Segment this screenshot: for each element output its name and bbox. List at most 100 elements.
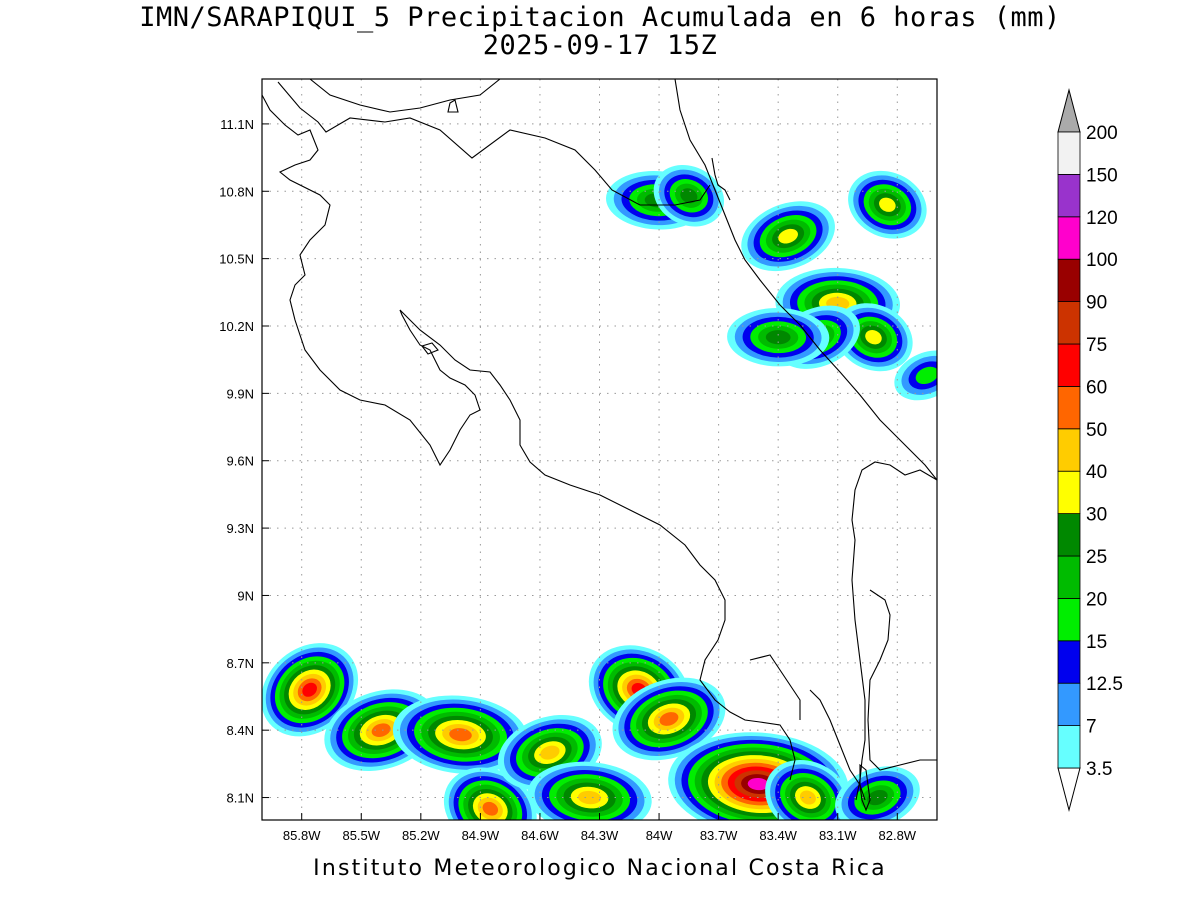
lat-tick-label: 8.1N (227, 791, 254, 806)
lon-tick-label: 84W (646, 828, 673, 843)
lat-tick-label: 9N (237, 588, 254, 603)
cell-osa-west-2 (612, 677, 726, 761)
precip-contour (659, 712, 679, 726)
lon-tick-label: 82.8W (879, 828, 917, 843)
colorbar-top-arrow (1057, 88, 1081, 133)
osa-peninsula (749, 654, 801, 720)
colorbar-swatch (1057, 640, 1081, 684)
cell-tortuguero (741, 201, 835, 272)
cell-pacific-south-3 (527, 761, 652, 820)
map-title: IMN/SARAPIQUI_5 Precipitacion Acumulada … (0, 4, 1200, 60)
colorbar-label: 3.5 (1086, 759, 1112, 780)
lat-tick-label: 8.7N (227, 656, 254, 671)
precip-contour (865, 330, 882, 345)
colorbar-label: 75 (1086, 335, 1107, 356)
precip-contour (371, 723, 391, 737)
colorbar-swatch (1057, 682, 1081, 727)
cell-golfo-dulce (765, 759, 851, 820)
lake-nicaragua-shore (309, 79, 501, 113)
panama-border (851, 461, 937, 801)
lat-tick-label: 9.6N (227, 454, 254, 469)
precip-contour (799, 790, 816, 805)
caribbean-coast (674, 79, 937, 481)
precip-field (262, 165, 937, 820)
precip-contour (747, 777, 769, 791)
precip-contour (915, 366, 937, 385)
precip-contour (540, 745, 560, 760)
small-island-north (447, 99, 459, 113)
colorbar-label: 7 (1086, 717, 1097, 738)
colorbar-bottom-arrow (1057, 767, 1081, 812)
lat-tick-label: 8.4N (227, 723, 254, 738)
colorbar-label: 100 (1086, 250, 1118, 271)
colorbar-swatch (1057, 343, 1081, 387)
lat-tick-label: 9.3N (227, 521, 254, 536)
lat-tick-label: 9.9N (227, 386, 254, 401)
colorbar-swatch (1057, 470, 1081, 515)
cell-caribbean-north-2 (653, 165, 725, 227)
precip-contour (578, 790, 602, 805)
cell-caribbean-edge (894, 350, 937, 401)
colorbar-swatch (1057, 428, 1081, 472)
colorbar-label: 20 (1086, 589, 1107, 610)
lat-tick-label: 10.8N (219, 184, 254, 199)
cell-nicoya-offshore-2 (392, 695, 529, 774)
panama-pacific-coast (867, 589, 937, 771)
san-juan-river-mouth (711, 157, 731, 201)
lat-tick-label: 10.2N (219, 319, 254, 334)
credit-text: Instituto Meteorologico Nacional Costa R… (313, 856, 887, 881)
precip-contour (778, 228, 798, 244)
precip-contour (302, 682, 317, 697)
precip-contour (482, 801, 499, 816)
colorbar-label: 60 (1086, 377, 1107, 398)
lon-tick-label: 83.7W (700, 828, 738, 843)
lon-tick-label: 84.6W (521, 828, 559, 843)
colorbar-label: 50 (1086, 420, 1107, 441)
nicaragua-pacific-coast (262, 94, 481, 467)
precip-contour (680, 188, 698, 204)
colorbar-swatch (1057, 301, 1081, 345)
precip-contour (879, 197, 896, 212)
axis-ticks: 85.8W 85.5W 85.2W 84.9W 84.6W 84.3W 84W 83.7W 83… (219, 117, 917, 843)
colorbar-swatch (1057, 598, 1081, 642)
cell-guanacaste-sw (262, 643, 359, 737)
colorbar-label: 15 (1086, 632, 1107, 653)
lon-tick-label: 83.4W (759, 828, 797, 843)
colorbar-swatch (1057, 385, 1081, 430)
colorbar-label: 40 (1086, 462, 1107, 483)
grid-lines (262, 79, 937, 820)
lon-tick-label: 85.5W (342, 828, 380, 843)
colorbar-swatch (1057, 173, 1081, 218)
colorbar-label: 90 (1086, 293, 1107, 314)
colorbar-swatch (1057, 258, 1081, 303)
colorbar-label: 25 (1086, 547, 1107, 568)
colorbar-swatch (1057, 513, 1081, 557)
colorbar-label: 12.5 (1086, 674, 1123, 695)
colorbar: 3.5 7 12.5 15 20 25 30 40 50 60 75 90 100 120 150 200 (1057, 88, 1123, 812)
lon-tick-label: 85.8W (283, 828, 321, 843)
colorbar-swatch (1057, 555, 1081, 599)
burica-peninsula (859, 763, 871, 812)
lon-tick-label: 84.9W (462, 828, 500, 843)
nicaragua-border (277, 81, 711, 206)
cell-caribbean-east (848, 170, 927, 239)
colorbar-label: 150 (1086, 165, 1118, 186)
colorbar-label: 200 (1086, 123, 1118, 144)
title-line-1: IMN/SARAPIQUI_5 Precipitacion Acumulada … (139, 2, 1061, 33)
precip-contour (765, 330, 791, 345)
chira-island (421, 342, 439, 355)
lat-tick-label: 11.1N (220, 117, 254, 132)
cell-pacific-south-1 (443, 767, 537, 820)
colorbar-swatch (1057, 216, 1081, 260)
lat-tick-label: 10.5N (219, 252, 254, 267)
colorbar-swatch (1057, 725, 1081, 769)
lon-tick-label: 83.1W (819, 828, 857, 843)
nicoya-gulf-coast (399, 309, 796, 781)
colorbar-label: 30 (1086, 505, 1107, 526)
colorbar-swatch (1057, 131, 1081, 175)
title-line-2: 2025-09-17 15Z (482, 30, 718, 61)
lon-tick-label: 85.2W (402, 828, 440, 843)
precip-contour (449, 728, 472, 742)
lon-tick-label: 84.3W (581, 828, 619, 843)
